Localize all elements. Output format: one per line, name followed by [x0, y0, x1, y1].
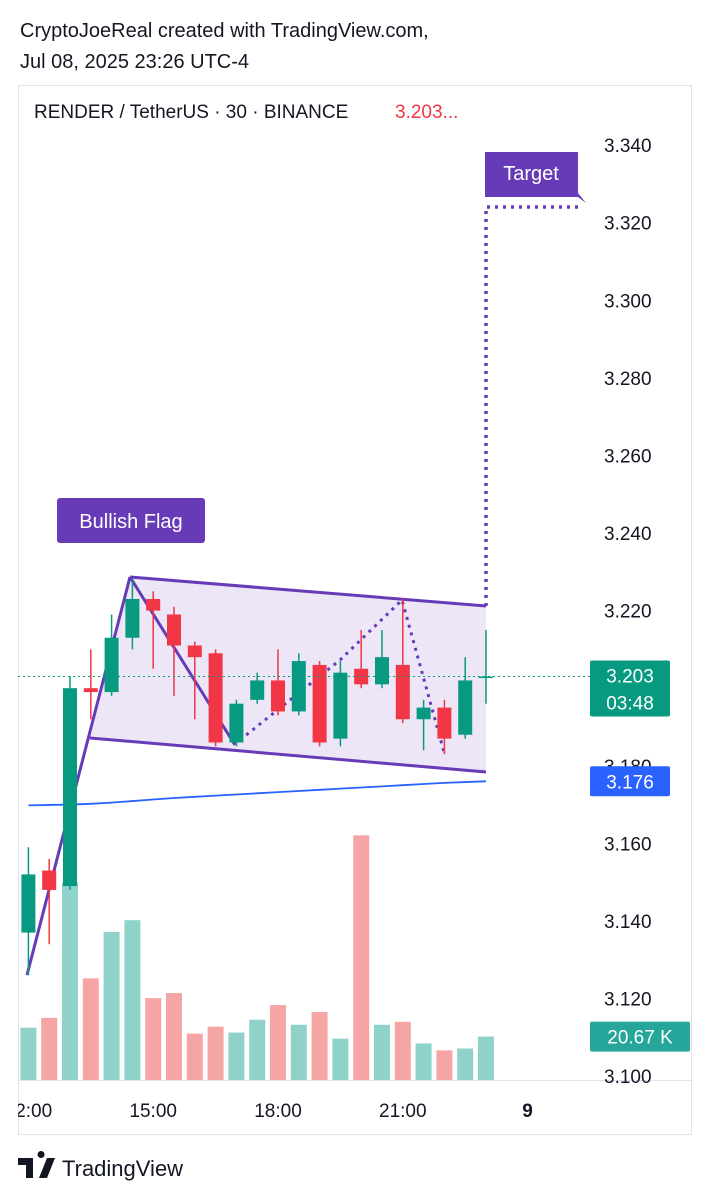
- flag-top: [129, 575, 487, 608]
- candle-body: [187, 645, 202, 658]
- y-tick-label: 3.120: [604, 990, 652, 1011]
- candle-body: [146, 598, 161, 611]
- candle-body: [437, 707, 452, 739]
- candle-body: [271, 680, 285, 712]
- candle-body: [416, 707, 431, 720]
- x-tick-label: 9: [522, 1101, 533, 1122]
- countdown: 03:48: [606, 694, 654, 715]
- volume-bar: [62, 882, 78, 1080]
- candle-body: [83, 688, 98, 693]
- volume-value: 20.67 K: [607, 1028, 673, 1049]
- last-price-value: 3.203: [606, 667, 654, 688]
- author-line: CryptoJoeReal created with TradingView.c…: [20, 20, 429, 42]
- y-tick-label: 3.100: [604, 1067, 652, 1088]
- flag-fill: [90, 577, 486, 772]
- volume-bar: [270, 1005, 286, 1080]
- y-tick-label: 3.140: [604, 912, 652, 933]
- candle-body: [354, 668, 369, 685]
- chart-frame: [18, 85, 692, 1135]
- volume-bar: [394, 1021, 411, 1080]
- volume-bar: [478, 1036, 494, 1080]
- title-price: 3.203...: [395, 102, 458, 123]
- label-box: [485, 152, 586, 203]
- volume-bar: [103, 931, 120, 1080]
- target-path: [484, 205, 583, 606]
- candle-body: [42, 870, 57, 890]
- volume-bar: [249, 1019, 266, 1080]
- volume-bar: [145, 998, 162, 1080]
- footer-brand: TradingView: [62, 1156, 183, 1181]
- volume-bar: [311, 1011, 328, 1080]
- legend-bg: [20, 95, 475, 129]
- y-tick-label: 3.220: [604, 602, 652, 623]
- moving-average: [28, 780, 487, 807]
- candle-body: [333, 672, 348, 739]
- volume-bar: [82, 978, 99, 1080]
- label-box: [57, 498, 205, 543]
- annotation: Bullish Flag: [79, 511, 182, 533]
- price-tags: 3.203 03:48 3.176 20.67 K: [18, 660, 690, 1052]
- ma-line: [28, 780, 487, 807]
- logo-mark: [39, 1158, 55, 1178]
- candle-body: [63, 688, 77, 887]
- y-tick-label: 3.160: [604, 834, 652, 855]
- candle-body: [229, 703, 244, 743]
- candle-body: [125, 598, 140, 638]
- volume-bar: [124, 920, 141, 1080]
- candle-body: [21, 874, 36, 933]
- volume-bar: [353, 835, 370, 1080]
- y-tick-label: 3.300: [604, 291, 652, 312]
- flag-pole: [25, 576, 132, 976]
- drawings: [25, 205, 583, 976]
- flag-bottom: [89, 736, 487, 774]
- y-tick-label: 3.320: [604, 214, 652, 235]
- candle-body: [395, 664, 410, 720]
- footer-logo: [18, 1151, 55, 1178]
- target-label: Target: [485, 152, 586, 203]
- logo-mark: [18, 1151, 45, 1178]
- annotation: Target: [503, 163, 559, 185]
- bullish-flag-label: Bullish Flag: [57, 498, 205, 543]
- y-tick-label: 3.240: [604, 524, 652, 545]
- flag-path: [239, 597, 446, 753]
- candle-body: [250, 680, 265, 700]
- y-tick-label: 3.280: [604, 369, 652, 390]
- y-tick-label: 3.260: [604, 446, 652, 467]
- volume-bar: [374, 1024, 390, 1080]
- volume-tag: [590, 1021, 690, 1052]
- x-tick-label: 18:00: [254, 1101, 302, 1122]
- volume-bar: [166, 993, 182, 1080]
- volume-bar: [186, 1033, 203, 1080]
- x-tick-label: 15:00: [129, 1101, 177, 1122]
- candle-body: [104, 637, 119, 693]
- volume-bar: [415, 1043, 432, 1080]
- candle-body: [375, 657, 389, 685]
- volume-bar: [20, 1027, 37, 1080]
- volume-bar: [332, 1038, 349, 1080]
- candle-body: [312, 664, 327, 743]
- candle-body: [208, 653, 223, 743]
- volume-bar: [207, 1026, 224, 1080]
- volume-bar: [228, 1032, 245, 1080]
- candle-body: [458, 680, 473, 735]
- candle-body: [479, 676, 493, 679]
- ma-tag: [590, 766, 670, 797]
- last-price-tag: [590, 660, 670, 717]
- volume-bar: [436, 1050, 453, 1080]
- volume: [20, 835, 494, 1080]
- candle-body: [291, 661, 306, 712]
- volume-bar: [290, 1024, 307, 1080]
- symbol-title: RENDER / TetherUS · 30 · BINANCE: [34, 102, 348, 123]
- candles: [21, 579, 493, 976]
- volume-bar: [41, 1017, 58, 1080]
- candle-body: [167, 614, 181, 646]
- x-tick-label: 12:00: [5, 1101, 53, 1122]
- x-tick-label: 21:00: [379, 1101, 427, 1122]
- date-line: Jul 08, 2025 23:26 UTC-4: [20, 51, 249, 73]
- ma-value: 3.176: [606, 772, 654, 793]
- volume-bar: [457, 1048, 474, 1080]
- y-tick-label: 3.340: [604, 136, 652, 157]
